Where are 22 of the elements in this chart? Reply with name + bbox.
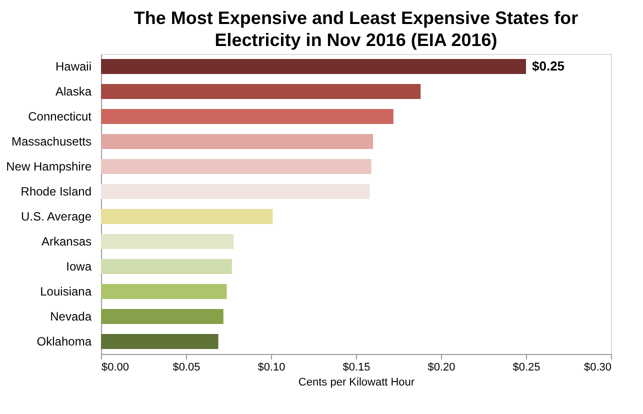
y-tick-label: Louisiana	[40, 284, 92, 298]
x-axis-title: Cents per Kilowatt Hour	[298, 376, 415, 388]
x-tick-label: $0.20	[428, 362, 456, 374]
x-tick-label: $0.00	[102, 362, 130, 374]
y-tick-label: Connecticut	[28, 110, 92, 124]
y-tick-label: U.S. Average	[21, 210, 92, 224]
y-tick-label: Hawaii	[55, 60, 92, 74]
x-tick-label: $0.25	[512, 362, 540, 374]
x-tick-label: $0.05	[172, 362, 200, 374]
x-tick-label: $0.30	[584, 362, 612, 374]
x-tick-label: $0.10	[258, 362, 286, 374]
y-tick-label: Massachusetts	[11, 134, 92, 148]
y-tick-label: Arkansas	[41, 234, 92, 248]
y-tick-label: New Hampshire	[6, 160, 92, 174]
y-tick-label: Rhode Island	[20, 184, 92, 198]
y-tick-label: Alaska	[55, 84, 92, 98]
y-tick-label: Nevada	[50, 310, 92, 324]
chart-title: The Most Expensive and Least Expensive States for Electricity in Nov 2016 (EIA 2016)	[134, 8, 578, 50]
x-tick-label: $0.15	[342, 362, 370, 374]
y-tick-label: Oklahoma	[36, 334, 92, 348]
data-label: $0.25	[532, 58, 565, 74]
y-tick-label: Iowa	[66, 260, 92, 274]
